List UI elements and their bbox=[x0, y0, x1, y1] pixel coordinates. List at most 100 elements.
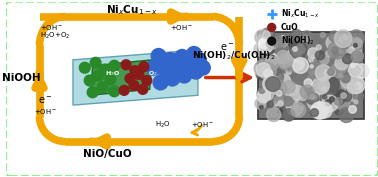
Circle shape bbox=[259, 62, 276, 80]
Circle shape bbox=[146, 60, 161, 75]
Circle shape bbox=[139, 62, 149, 72]
Circle shape bbox=[312, 80, 315, 83]
Circle shape bbox=[299, 100, 304, 105]
Circle shape bbox=[349, 44, 361, 56]
Text: H$_2$O: H$_2$O bbox=[155, 120, 170, 130]
Circle shape bbox=[268, 58, 271, 62]
Circle shape bbox=[288, 39, 297, 47]
Circle shape bbox=[274, 91, 280, 97]
Circle shape bbox=[335, 98, 342, 105]
Circle shape bbox=[312, 95, 316, 99]
Circle shape bbox=[163, 52, 178, 67]
Circle shape bbox=[258, 38, 273, 53]
Circle shape bbox=[79, 62, 90, 73]
Circle shape bbox=[348, 92, 357, 101]
Circle shape bbox=[339, 74, 343, 78]
Text: e$^-$: e$^-$ bbox=[220, 42, 235, 53]
Circle shape bbox=[349, 76, 353, 80]
Circle shape bbox=[311, 93, 318, 100]
Circle shape bbox=[109, 86, 120, 97]
Circle shape bbox=[330, 97, 335, 102]
Circle shape bbox=[349, 64, 362, 77]
Circle shape bbox=[195, 60, 210, 75]
Circle shape bbox=[293, 60, 304, 70]
Circle shape bbox=[259, 61, 267, 68]
Circle shape bbox=[331, 63, 345, 78]
Circle shape bbox=[335, 107, 343, 115]
Circle shape bbox=[315, 51, 325, 60]
Circle shape bbox=[342, 85, 347, 90]
Circle shape bbox=[260, 105, 263, 109]
Circle shape bbox=[342, 92, 352, 101]
Circle shape bbox=[259, 38, 270, 49]
Circle shape bbox=[326, 35, 342, 51]
Circle shape bbox=[261, 42, 274, 56]
Text: +OH$^-$: +OH$^-$ bbox=[191, 120, 214, 129]
Circle shape bbox=[258, 30, 275, 47]
Circle shape bbox=[320, 114, 324, 118]
Circle shape bbox=[270, 35, 280, 45]
Circle shape bbox=[268, 37, 276, 45]
FancyBboxPatch shape bbox=[258, 32, 364, 119]
Circle shape bbox=[344, 88, 350, 93]
Circle shape bbox=[310, 95, 314, 99]
Circle shape bbox=[295, 59, 305, 69]
Polygon shape bbox=[73, 50, 198, 105]
Circle shape bbox=[304, 79, 312, 87]
Circle shape bbox=[316, 45, 321, 50]
Circle shape bbox=[341, 93, 346, 98]
Text: +OH$^-$: +OH$^-$ bbox=[34, 107, 57, 116]
Circle shape bbox=[291, 64, 300, 73]
Circle shape bbox=[272, 88, 279, 95]
Circle shape bbox=[286, 70, 291, 75]
Circle shape bbox=[325, 68, 329, 72]
Circle shape bbox=[264, 81, 280, 98]
Circle shape bbox=[97, 82, 108, 93]
Text: +OH$^-$: +OH$^-$ bbox=[40, 23, 63, 32]
Circle shape bbox=[349, 65, 361, 77]
Circle shape bbox=[293, 47, 297, 51]
Circle shape bbox=[339, 107, 354, 122]
Circle shape bbox=[280, 107, 287, 114]
Circle shape bbox=[273, 36, 284, 48]
Circle shape bbox=[277, 50, 290, 64]
Text: H$_2$O: H$_2$O bbox=[105, 69, 120, 78]
Text: H$_2$O+O$_2$: H$_2$O+O$_2$ bbox=[40, 31, 70, 41]
Circle shape bbox=[295, 45, 305, 54]
Circle shape bbox=[175, 50, 189, 64]
Circle shape bbox=[256, 70, 265, 79]
Circle shape bbox=[341, 74, 350, 83]
Circle shape bbox=[265, 56, 279, 70]
Circle shape bbox=[343, 49, 356, 62]
Circle shape bbox=[260, 28, 275, 42]
Circle shape bbox=[344, 61, 352, 69]
Circle shape bbox=[261, 67, 271, 76]
Circle shape bbox=[187, 47, 201, 61]
Circle shape bbox=[279, 38, 288, 47]
Circle shape bbox=[323, 95, 327, 99]
Circle shape bbox=[282, 109, 295, 121]
Circle shape bbox=[325, 51, 332, 57]
Circle shape bbox=[283, 108, 295, 120]
Circle shape bbox=[278, 109, 282, 113]
Circle shape bbox=[347, 83, 358, 93]
Circle shape bbox=[320, 57, 323, 60]
Circle shape bbox=[322, 87, 327, 92]
Circle shape bbox=[294, 60, 307, 72]
Circle shape bbox=[263, 69, 273, 78]
Circle shape bbox=[119, 85, 129, 95]
Circle shape bbox=[333, 93, 345, 105]
Circle shape bbox=[279, 88, 296, 105]
Circle shape bbox=[310, 109, 318, 117]
Circle shape bbox=[278, 101, 283, 106]
Circle shape bbox=[268, 23, 276, 31]
Circle shape bbox=[355, 43, 362, 50]
Circle shape bbox=[351, 51, 363, 63]
Circle shape bbox=[319, 55, 329, 64]
Circle shape bbox=[285, 102, 297, 115]
Circle shape bbox=[323, 107, 328, 113]
Text: Ni$_x$Cu$_{1-x}$: Ni$_x$Cu$_{1-x}$ bbox=[280, 7, 319, 20]
Circle shape bbox=[279, 53, 293, 68]
Circle shape bbox=[267, 99, 271, 102]
Circle shape bbox=[271, 102, 276, 107]
